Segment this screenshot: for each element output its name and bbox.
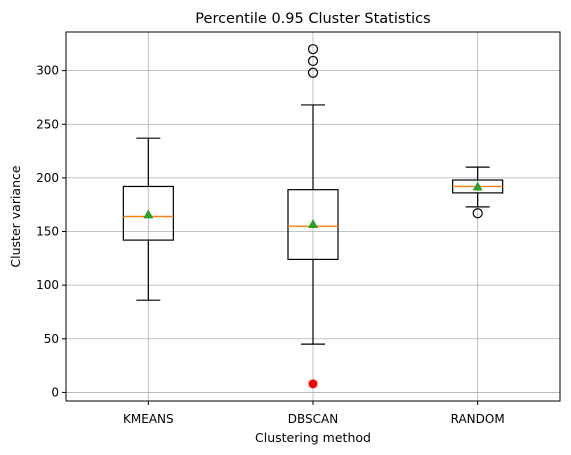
special-point — [308, 379, 318, 389]
y-tick-label: 0 — [51, 385, 59, 399]
outlier-point — [472, 208, 483, 219]
y-tick-label: 250 — [36, 117, 59, 131]
y-tick-label: 100 — [36, 278, 59, 292]
iqr-box — [122, 185, 174, 241]
x-axis-label: Clustering method — [255, 430, 371, 445]
outlier-point — [307, 55, 319, 67]
mean-marker — [308, 219, 318, 229]
iqr-box — [287, 189, 339, 261]
chart-title: Percentile 0.95 Cluster Statistics — [195, 11, 430, 27]
box-random — [452, 166, 504, 219]
mean-marker — [472, 181, 483, 191]
x-tick-label: DBSCAN — [288, 412, 338, 426]
box-kmeans — [122, 137, 174, 301]
y-axis-label: Cluster variance — [8, 165, 23, 267]
outlier-point — [307, 67, 319, 78]
axis-layer: 0 50 100 150 200 250 300 KMEANS DBSCAN RANDOM — [36, 64, 505, 426]
y-tick-label: 150 — [36, 225, 59, 239]
box-dbscan — [287, 44, 339, 345]
y-tick-label: 50 — [44, 332, 59, 346]
y-tick-label: 300 — [36, 64, 59, 78]
plot-layer — [122, 44, 504, 389]
x-tick-label: KMEANS — [123, 412, 174, 426]
mean-marker — [143, 209, 154, 219]
outlier-point — [307, 44, 319, 55]
y-tick-label: 200 — [36, 171, 59, 185]
x-tick-label: RANDOM — [451, 412, 505, 426]
